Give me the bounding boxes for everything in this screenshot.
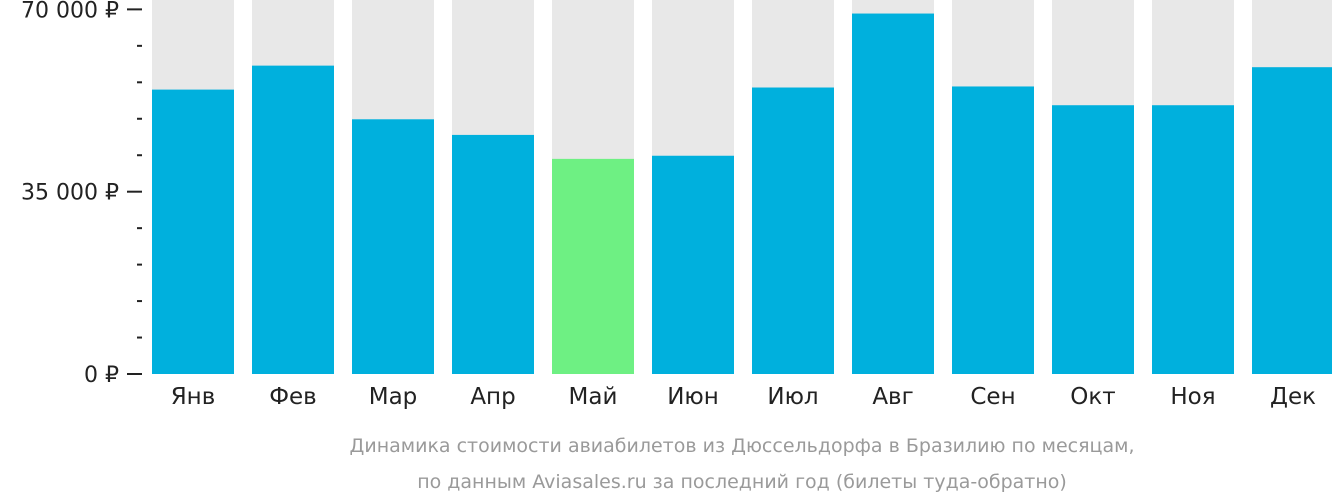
bar-3[interactable] [352, 119, 434, 375]
x-axis-labels: Янв Фев Мар Апр Май Июн Июл Авг Сен Окт Ноя Дек [171, 384, 1316, 410]
bar-6[interactable] [652, 155, 734, 374]
bars [152, 13, 1332, 375]
bar-8[interactable] [852, 13, 934, 374]
bar-10[interactable] [1052, 105, 1134, 374]
bar-9[interactable] [952, 86, 1034, 375]
x-tick-label-5: Май [569, 384, 618, 410]
x-tick-label-6: Июн [667, 384, 719, 410]
x-tick-label-8: Авг [872, 384, 913, 410]
x-tick-label-10: Окт [1070, 384, 1115, 410]
bar-2[interactable] [252, 65, 334, 374]
x-tick-label-11: Ноя [1170, 384, 1215, 410]
x-tick-label-7: Июл [767, 384, 818, 410]
bar-4[interactable] [452, 134, 534, 374]
x-tick-label-4: Апр [470, 384, 515, 410]
y-axis: 0 ₽ 35 000 ₽ 70 000 ₽ [21, 0, 142, 388]
x-tick-label-9: Сен [970, 384, 1015, 410]
bar-7[interactable] [752, 87, 834, 374]
x-tick-label-12: Дек [1270, 384, 1316, 410]
caption-line-2: по данным Aviasales.ru за последний год … [417, 471, 1067, 493]
y-tick-label-3: 70 000 ₽ [21, 0, 119, 23]
bar-1[interactable] [152, 89, 234, 374]
bar-12[interactable] [1252, 67, 1332, 375]
caption-line-1: Динамика стоимости авиабилетов из Дюссел… [350, 435, 1135, 457]
bar-5[interactable] [552, 158, 634, 374]
y-tick-label-1: 0 ₽ [84, 363, 119, 388]
bar-11[interactable] [1152, 105, 1234, 374]
y-tick-label-2: 35 000 ₽ [21, 181, 119, 206]
x-tick-label-2: Фев [269, 384, 317, 410]
x-tick-label-3: Мар [369, 384, 418, 410]
x-tick-label-1: Янв [171, 384, 216, 410]
